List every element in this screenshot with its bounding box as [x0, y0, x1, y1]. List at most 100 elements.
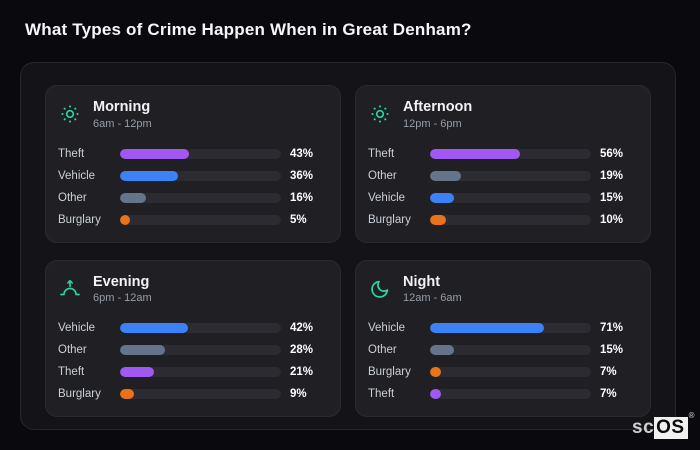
bar-value: 15%: [600, 191, 624, 204]
panel-heading: Afternoon 12pm - 6pm: [403, 99, 472, 130]
bar-fill: [430, 323, 545, 334]
crime-dashboard-container: Morning 6am - 12pm Theft 43% Vehicle 36% Oth…: [20, 62, 676, 430]
bar-fill: [120, 323, 188, 334]
panel-title: Afternoon: [403, 99, 473, 115]
bar-value: 9%: [290, 388, 307, 401]
bar-label: Burglary: [368, 213, 411, 226]
sun-icon: [368, 102, 392, 126]
bar-label: Vehicle: [58, 169, 96, 182]
bar-track: [120, 367, 281, 378]
bar-track: [430, 367, 591, 378]
panel-heading: Evening 6pm - 12am: [93, 274, 152, 305]
bar-row: Vehicle 42%: [58, 317, 324, 339]
bar-fill: [120, 192, 146, 203]
bar-fill: [120, 214, 130, 225]
bar-fill: [120, 389, 135, 400]
bar-value: 71%: [600, 322, 624, 335]
registered-mark-icon: ®: [688, 411, 695, 420]
bar-value: 16%: [290, 191, 314, 204]
panel-title: Night: [403, 273, 441, 290]
bar-label: Other: [58, 191, 87, 204]
bar-fill: [120, 148, 190, 159]
bar-value: 5%: [290, 213, 307, 226]
bar-label: Burglary: [368, 366, 411, 379]
panel-header: Morning 6am - 12pm: [58, 99, 324, 130]
bar-label: Vehicle: [368, 191, 406, 204]
time-panel-evening: Evening 6pm - 12am Vehicle 42% Other 28% The…: [45, 259, 341, 418]
bar-track: [430, 170, 591, 181]
bar-row: Burglary 5%: [58, 209, 324, 231]
bar-track: [120, 192, 281, 203]
panel-heading: Night 12am - 6am: [403, 274, 462, 305]
bar-track: [430, 323, 591, 334]
bar-rows: Vehicle 71% Other 15% Burglary 7% Theft 7%: [368, 317, 634, 405]
bar-row: Theft 56%: [368, 143, 634, 165]
scos-logo: sc OS®: [632, 412, 694, 439]
bar-label: Other: [58, 344, 87, 357]
bar-row: Theft 21%: [58, 361, 324, 383]
time-panel-morning: Morning 6am - 12pm Theft 43% Vehicle 36% Oth…: [45, 85, 341, 243]
bar-value: 56%: [600, 147, 624, 160]
bar-rows: Vehicle 42% Other 28% Theft 21% Burglary 9%: [58, 317, 324, 405]
bar-row: Burglary 7%: [368, 361, 634, 383]
bar-value: 15%: [600, 344, 624, 357]
panel-header: Afternoon 12pm - 6pm: [368, 99, 634, 130]
bar-fill: [430, 389, 442, 400]
moon-icon: [368, 277, 392, 301]
bar-track: [120, 345, 281, 356]
bar-track: [120, 170, 281, 181]
bar-row: Other 15%: [368, 339, 634, 361]
bar-row: Burglary 10%: [368, 209, 634, 231]
bar-row: Theft 7%: [368, 383, 634, 405]
panel-title: Evening: [93, 273, 150, 290]
bar-fill: [120, 170, 178, 181]
bar-fill: [120, 367, 154, 378]
bar-label: Theft: [368, 147, 395, 160]
bar-track: [430, 192, 591, 203]
bar-rows: Theft 43% Vehicle 36% Other 16% Burglary 5%: [58, 143, 324, 231]
sun-icon: [58, 102, 82, 126]
bar-label: Other: [368, 169, 397, 182]
bar-track: [120, 389, 281, 400]
bar-row: Other 19%: [368, 165, 634, 187]
bar-value: 7%: [600, 366, 617, 379]
bar-row: Vehicle 36%: [58, 165, 324, 187]
bar-value: 28%: [290, 344, 314, 357]
bar-track: [430, 214, 591, 225]
time-panel-afternoon: Afternoon 12pm - 6pm Theft 56% Other 19% Veh…: [355, 85, 651, 243]
bar-label: Theft: [58, 366, 85, 379]
bar-row: Theft 43%: [58, 143, 324, 165]
bar-track: [430, 389, 591, 400]
bar-rows: Theft 56% Other 19% Vehicle 15% Burglary 10%: [368, 143, 634, 231]
bar-row: Vehicle 71%: [368, 317, 634, 339]
bar-track: [430, 345, 591, 356]
logo-boxed: OS: [654, 417, 688, 439]
bar-track: [430, 148, 591, 159]
bar-track: [120, 214, 281, 225]
panel-header: Night 12am - 6am: [368, 274, 634, 305]
bar-row: Other 16%: [58, 187, 324, 209]
bar-value: 36%: [290, 169, 314, 182]
bar-value: 43%: [290, 147, 314, 160]
bar-fill: [430, 170, 461, 181]
page-title: What Types of Crime Happen When in Great…: [25, 20, 472, 39]
bar-fill: [430, 148, 521, 159]
bar-fill: [430, 192, 455, 203]
bar-label: Vehicle: [58, 322, 96, 335]
bar-track: [120, 323, 281, 334]
panel-subtitle: 12pm - 6pm: [403, 117, 462, 130]
bar-fill: [430, 367, 442, 378]
panel-heading: Morning 6am - 12pm: [93, 99, 152, 130]
bar-value: 42%: [290, 322, 314, 335]
logo-prefix: sc: [632, 417, 655, 438]
bar-label: Vehicle: [368, 322, 406, 335]
bar-value: 21%: [290, 366, 314, 379]
bar-track: [120, 148, 281, 159]
bar-fill: [430, 214, 447, 225]
panel-subtitle: 12am - 6am: [403, 292, 462, 305]
panel-title: Morning: [93, 99, 151, 115]
bar-label: Burglary: [58, 388, 101, 401]
bar-value: 19%: [600, 169, 624, 182]
panel-subtitle: 6am - 12pm: [93, 117, 152, 130]
sunset-icon: [58, 277, 82, 301]
